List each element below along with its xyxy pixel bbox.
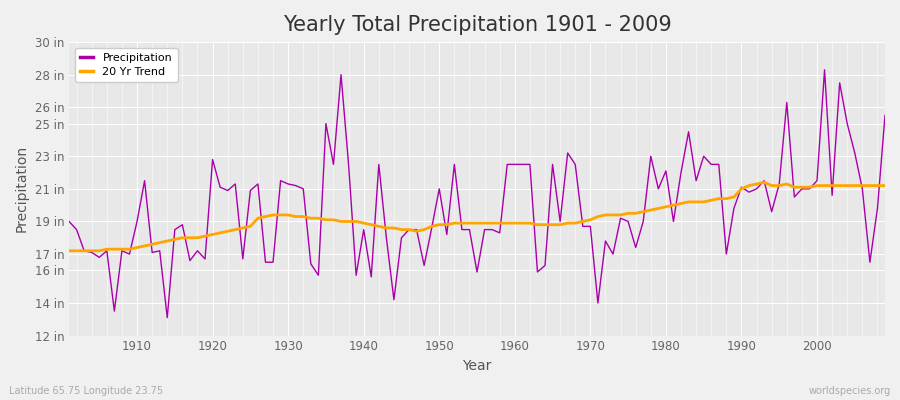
20 Yr Trend xyxy=(879,183,890,188)
Precipitation xyxy=(124,252,135,256)
Precipitation xyxy=(343,162,354,167)
Text: worldspecies.org: worldspecies.org xyxy=(809,386,891,396)
Precipitation xyxy=(509,162,520,167)
Line: Precipitation: Precipitation xyxy=(69,70,885,318)
Precipitation xyxy=(64,219,75,224)
20 Yr Trend xyxy=(600,212,611,217)
Precipitation xyxy=(819,68,830,72)
Precipitation xyxy=(517,162,527,167)
20 Yr Trend xyxy=(336,219,346,224)
Precipitation xyxy=(608,252,618,256)
20 Yr Trend xyxy=(759,180,769,185)
20 Yr Trend xyxy=(124,247,135,252)
Precipitation xyxy=(298,186,309,191)
Legend: Precipitation, 20 Yr Trend: Precipitation, 20 Yr Trend xyxy=(75,48,177,82)
Title: Yearly Total Precipitation 1901 - 2009: Yearly Total Precipitation 1901 - 2009 xyxy=(283,15,671,35)
X-axis label: Year: Year xyxy=(463,359,491,373)
20 Yr Trend xyxy=(291,214,302,219)
Text: Latitude 65.75 Longitude 23.75: Latitude 65.75 Longitude 23.75 xyxy=(9,386,163,396)
Precipitation xyxy=(162,315,173,320)
Y-axis label: Precipitation: Precipitation xyxy=(15,145,29,232)
20 Yr Trend xyxy=(509,221,520,226)
Precipitation xyxy=(879,113,890,118)
Line: 20 Yr Trend: 20 Yr Trend xyxy=(69,182,885,251)
20 Yr Trend xyxy=(64,248,75,253)
20 Yr Trend xyxy=(502,221,513,226)
